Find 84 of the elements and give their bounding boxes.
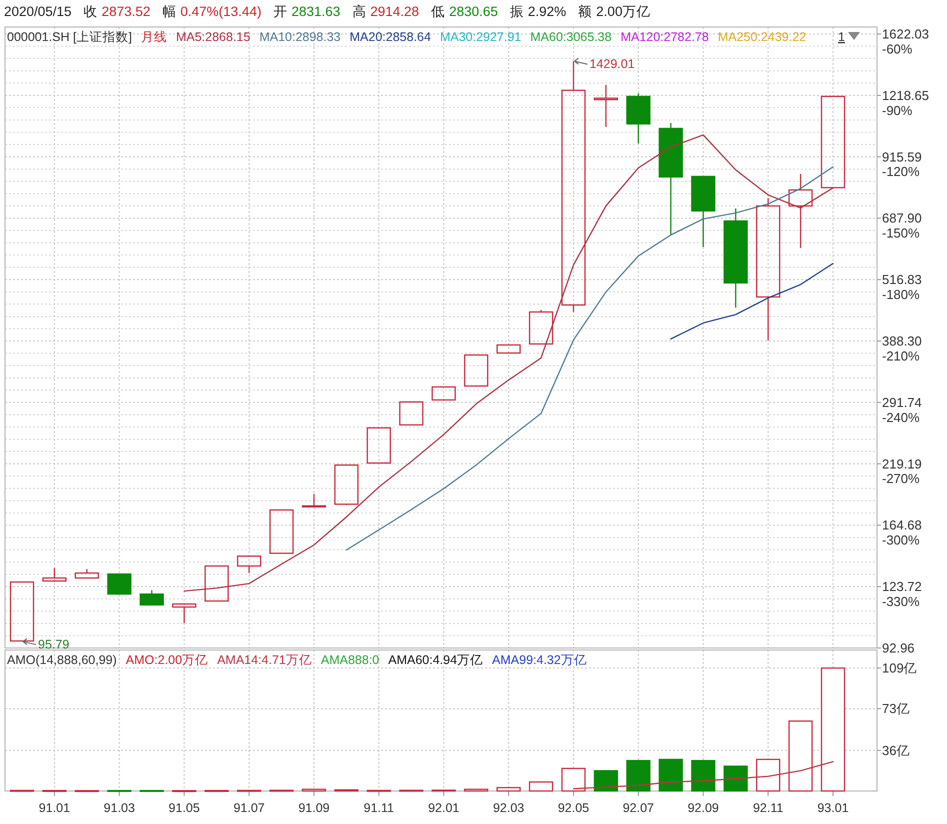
- y-tick-label: 1218.65: [882, 88, 929, 103]
- text: 低: [431, 4, 446, 19]
- text: 2873.52: [102, 4, 150, 19]
- bar: [496, 787, 521, 792]
- bar: [724, 766, 748, 792]
- y-tick-label: 687.90: [882, 210, 922, 226]
- annotation: AMA99:4.32万亿: [492, 653, 587, 667]
- text: 幅: [162, 4, 176, 19]
- bar: [626, 760, 650, 792]
- y-tick-label: 164.68: [882, 518, 922, 533]
- y-tick-label: 516.83: [882, 272, 922, 288]
- annotation: 1429.01: [589, 57, 635, 72]
- text: MA5:2868.15: [176, 30, 250, 44]
- text: 振: [510, 4, 524, 19]
- annotation: 1: [838, 30, 845, 44]
- y-tick-label: 219.19: [882, 456, 922, 472]
- line-series: [184, 134, 834, 592]
- y2-tick-label: -270%: [882, 471, 920, 486]
- bar: [658, 758, 683, 792]
- annotation: MA120:2782.78: [620, 30, 709, 44]
- text: 0.47%(13.44): [180, 4, 262, 19]
- line-series: [346, 166, 834, 551]
- x-tick-label: 91.07: [233, 801, 265, 815]
- y2-tick-label: -60%: [882, 41, 913, 56]
- annotation: AMO:2.00万亿: [126, 653, 208, 667]
- x-tick-label: 92.01: [428, 801, 460, 815]
- x-tick-label: 91.03: [104, 801, 136, 815]
- annotation: AMA60:4.94万亿: [388, 653, 484, 667]
- text: 2831.63: [291, 4, 340, 19]
- x-tick-label: 91.01: [38, 801, 70, 815]
- text: 2.92%: [528, 4, 566, 19]
- y2-tick-label: -180%: [882, 287, 920, 302]
- x-tick-label: 92.03: [492, 801, 524, 815]
- y-tick-label: 915.59: [882, 149, 922, 164]
- annotation: AMA888:0: [320, 653, 380, 667]
- x-tick-label: 91.11: [364, 801, 394, 815]
- y2-tick-label: -300%: [882, 532, 920, 548]
- candlestick: [658, 122, 683, 236]
- y2-tick-label: -330%: [882, 594, 920, 610]
- y2-tick-label: -90%: [882, 102, 913, 118]
- text: AMA14:4.71万亿: [217, 653, 312, 667]
- x-tick-label: 91.09: [298, 801, 330, 815]
- bar: [594, 770, 618, 792]
- y-tick-label: 73亿: [882, 701, 910, 716]
- text: 2020/05/15: [4, 4, 72, 19]
- chart-subtitle: 000001.SH [上证指数]: [7, 30, 132, 44]
- x-tick-label: 92.11: [752, 801, 784, 815]
- y2-tick-label: -120%: [882, 164, 920, 180]
- x-tick-label: 92.07: [622, 801, 654, 815]
- text: 2914.28: [370, 4, 420, 19]
- annotation: 月线: [140, 30, 167, 44]
- y-tick-label: 1622.03: [882, 26, 929, 42]
- annotation: 95.79: [38, 638, 70, 652]
- y2-tick-label: -240%: [882, 410, 920, 425]
- y-tick-label: 92.96: [882, 640, 915, 656]
- annotation: MA30:2927.91: [440, 30, 522, 44]
- annotation: MA60:3065.38: [530, 30, 612, 44]
- y-tick-label: 388.30: [882, 334, 922, 349]
- text: 额: [578, 4, 592, 19]
- annotation: MA250:2439.22: [718, 30, 806, 44]
- candlestick: [594, 84, 618, 128]
- text: 开: [273, 4, 288, 19]
- bar: [691, 760, 716, 792]
- chart-title: AMO(14,888,60,99): [7, 653, 117, 667]
- y-tick-label: 36亿: [882, 742, 910, 758]
- x-tick-label: 93.01: [817, 801, 849, 815]
- candlestick: [788, 173, 813, 249]
- y-tick-label: 123.72: [882, 579, 922, 594]
- x-tick-label: 92.05: [558, 801, 590, 815]
- text: MA10:2898.33: [259, 30, 341, 44]
- text: 2.00万亿: [596, 4, 650, 19]
- text: MA20:2858.64: [350, 30, 431, 44]
- x-tick-label: 91.05: [168, 801, 200, 815]
- bar: [528, 781, 554, 792]
- text: 收: [84, 4, 98, 19]
- y-tick-label: 291.74: [882, 394, 922, 410]
- text: 2830.65: [449, 4, 498, 19]
- text: 高: [352, 4, 366, 19]
- line-series: [670, 262, 834, 340]
- y2-tick-label: -210%: [882, 348, 920, 364]
- y-tick-label: 109亿: [882, 660, 917, 676]
- y2-tick-label: -150%: [882, 226, 920, 241]
- candlestick: [724, 208, 748, 308]
- x-tick-label: 92.09: [688, 801, 719, 815]
